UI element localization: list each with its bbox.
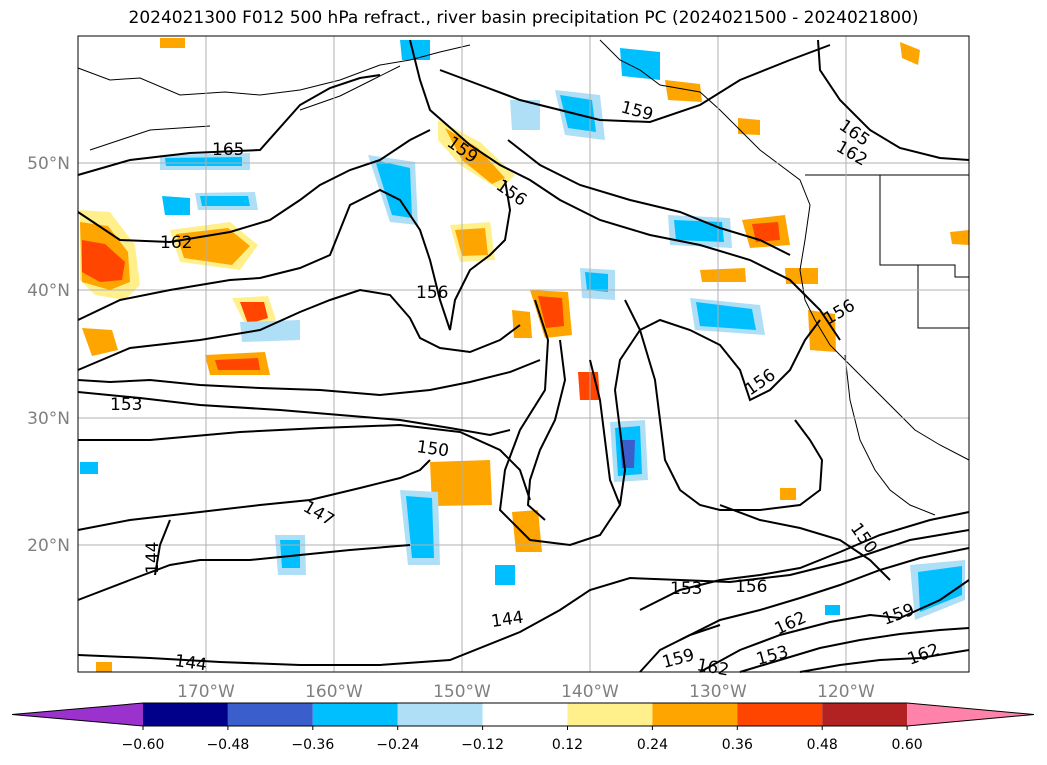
colorbar-segment — [143, 703, 228, 726]
map-frame — [77, 35, 970, 673]
colorbar-tick-label: −0.36 — [291, 737, 334, 753]
lon-tick: 150°W — [433, 682, 491, 702]
refractivity-contours — [77, 39, 970, 673]
colorbar — [11, 702, 1035, 727]
contour-label: 153 — [110, 395, 142, 415]
lat-tick: 50°N — [27, 154, 70, 174]
colorbar-tick-label: −0.12 — [461, 737, 504, 753]
lon-tick: 170°W — [177, 682, 235, 702]
lon-tick: 140°W — [561, 682, 619, 702]
colorbar-segment — [822, 703, 908, 726]
contour-label: 144 — [173, 651, 208, 675]
contour-label: 156 — [416, 283, 448, 303]
chart-title: 2024021300 F012 500 hPa refract., river … — [128, 8, 919, 28]
colorbar-segment — [482, 703, 568, 726]
colorbar-segment — [652, 703, 738, 726]
colorbar-segment — [312, 703, 398, 726]
contour-label: 150 — [415, 437, 450, 461]
colorbar-tick-label: −0.24 — [376, 737, 419, 753]
contour-label: 156 — [735, 577, 767, 597]
contour-label: 165 — [212, 140, 244, 160]
colorbar-segment — [227, 703, 313, 726]
contour-label: 144 — [490, 608, 525, 632]
contour-label: 153 — [670, 579, 702, 599]
latitude-ticks: 50°N 40°N 30°N 20°N — [27, 154, 70, 556]
coastlines — [77, 39, 970, 516]
lon-tick: 160°W — [305, 682, 363, 702]
colorbar-ticks: −0.60 −0.48 −0.36 −0.24 −0.12 0.12 0.24 0.36 0.4… — [122, 726, 923, 753]
lat-tick: 30°N — [27, 409, 70, 429]
colorbar-tick-label: 0.36 — [722, 737, 753, 753]
contour-label: 144 — [143, 542, 163, 574]
colorbar-segment — [397, 703, 483, 726]
anomaly-fills — [80, 38, 969, 672]
lat-tick: 40°N — [27, 281, 70, 301]
colorbar-tick-label: 0.12 — [552, 737, 583, 753]
colorbar-segment — [12, 703, 143, 726]
longitude-ticks: 170°W 160°W 150°W 140°W 130°W 120°W — [177, 682, 875, 702]
colorbar-tick-label: 0.24 — [637, 737, 668, 753]
lon-tick: 120°W — [817, 682, 875, 702]
colorbar-segment — [737, 703, 823, 726]
colorbar-tick-label: −0.60 — [122, 737, 165, 753]
colorbar-tick-label: −0.48 — [206, 737, 249, 753]
contour-label: 162 — [695, 655, 730, 680]
grid-lines — [78, 36, 969, 672]
colorbar-segment — [567, 703, 653, 726]
contour-label: 162 — [160, 233, 192, 253]
lon-tick: 130°W — [689, 682, 747, 702]
colorbar-tick-label: 0.48 — [807, 737, 838, 753]
colorbar-segment — [907, 703, 1034, 726]
colorbar-tick-label: 0.60 — [892, 737, 923, 753]
lat-tick: 20°N — [27, 536, 70, 556]
